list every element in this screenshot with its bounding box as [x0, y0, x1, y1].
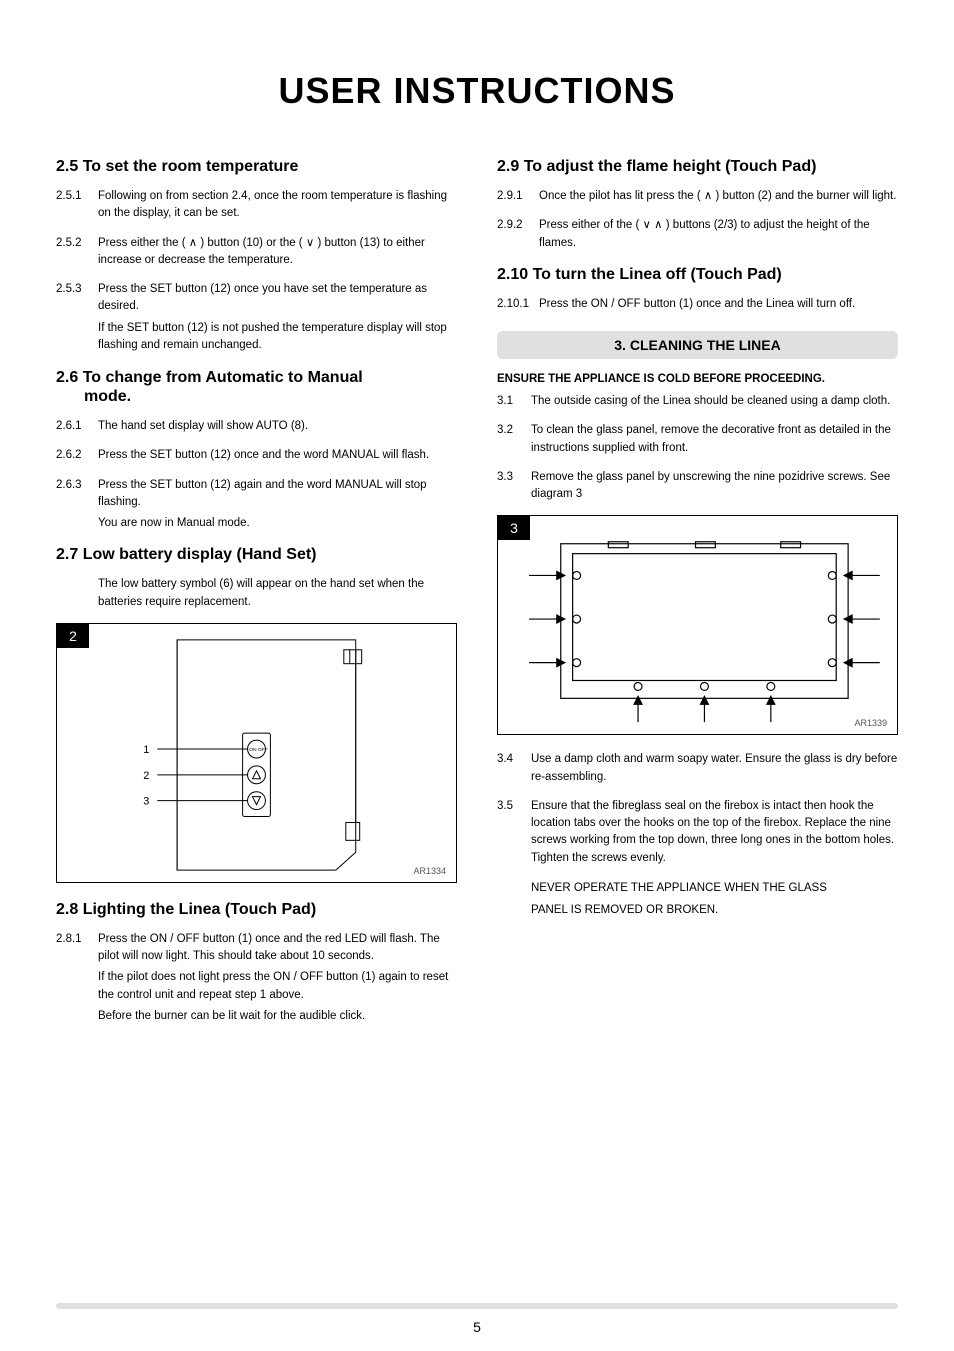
- item-3-3: 3.3 Remove the glass panel by unscrewing…: [497, 469, 898, 508]
- diagram-2-label-2: 2: [143, 770, 149, 782]
- item-body: Use a damp cloth and warm soapy water. E…: [531, 751, 898, 790]
- item-body: To clean the glass panel, remove the dec…: [531, 422, 898, 461]
- item-number: 2.5.1: [56, 188, 98, 227]
- item-body: The hand set display will show AUTO (8).: [98, 418, 457, 439]
- item-number: 2.6.3: [56, 477, 98, 537]
- item-3-4: 3.4 Use a damp cloth and warm soapy wate…: [497, 751, 898, 790]
- heading-2-8: 2.8 Lighting the Linea (Touch Pad): [56, 901, 457, 919]
- section-3-note: ENSURE THE APPLIANCE IS COLD BEFORE PROC…: [497, 373, 898, 385]
- svg-text:ON OFF: ON OFF: [249, 747, 268, 753]
- item-2-5-1: 2.5.1 Following on from section 2.4, onc…: [56, 188, 457, 227]
- footer-divider: [56, 1303, 898, 1309]
- item-number: 3.4: [497, 751, 531, 790]
- diagram-2-label-1: 1: [143, 744, 149, 756]
- item-body: Press either of the ( ∨ ∧ ) buttons (2/3…: [539, 217, 898, 256]
- item-number: 2.5.3: [56, 281, 98, 358]
- item-body: Press the SET button (12) again and the …: [98, 477, 457, 537]
- diagram-2-ar: AR1334: [413, 866, 446, 876]
- item-body: Press the SET button (12) once and the w…: [98, 447, 457, 468]
- list-3a: 3.1 The outside casing of the Linea shou…: [497, 393, 898, 507]
- page-number: 5: [0, 1319, 954, 1335]
- item-number: 3.3: [497, 469, 531, 508]
- heading-2-10: 2.10 To turn the Linea off (Touch Pad): [497, 266, 898, 284]
- item-2-6-1: 2.6.1 The hand set display will show AUT…: [56, 418, 457, 439]
- diagram-3-badge: 3: [498, 516, 530, 540]
- item-number: 2.9.2: [497, 217, 539, 256]
- item-body: Once the pilot has lit press the ( ∧ ) b…: [539, 188, 898, 209]
- diagram-2: 2: [56, 623, 457, 883]
- diagram-3-svg: [498, 516, 897, 734]
- item-number: 2.8.1: [56, 931, 98, 1029]
- section-3-banner: 3. CLEANING THE LINEA: [497, 331, 898, 359]
- warning-line-2: PANEL IS REMOVED OR BROKEN.: [531, 901, 898, 919]
- list-2-6: 2.6.1 The hand set display will show AUT…: [56, 418, 457, 536]
- diagram-2-label-3: 3: [143, 795, 149, 807]
- page-title: USER INSTRUCTIONS: [56, 70, 898, 112]
- item-body: Following on from section 2.4, once the …: [98, 188, 457, 227]
- list-3b: 3.4 Use a damp cloth and warm soapy wate…: [497, 751, 898, 871]
- heading-2-7: 2.7 Low battery display (Hand Set): [56, 546, 457, 564]
- item-2-8-1: 2.8.1 Press the ON / OFF button (1) once…: [56, 931, 457, 1029]
- list-2-10: 2.10.1 Press the ON / OFF button (1) onc…: [497, 296, 898, 317]
- item-2-6-2: 2.6.2 Press the SET button (12) once and…: [56, 447, 457, 468]
- item-3-5: 3.5 Ensure that the fibreglass seal on t…: [497, 798, 898, 871]
- item-number: 3.1: [497, 393, 531, 414]
- item-number: 2.6.1: [56, 418, 98, 439]
- heading-2-5: 2.5 To set the room temperature: [56, 158, 457, 176]
- item-2-5-3: 2.5.3 Press the SET button (12) once you…: [56, 281, 457, 358]
- content-columns: 2.5 To set the room temperature 2.5.1 Fo…: [56, 148, 898, 1037]
- item-number: 3.5: [497, 798, 531, 871]
- item-2-9-2: 2.9.2 Press either of the ( ∨ ∧ ) button…: [497, 217, 898, 256]
- item-body: Press the ON / OFF button (1) once and t…: [98, 931, 457, 1029]
- diagram-3-ar: AR1339: [854, 718, 887, 728]
- item-body: Remove the glass panel by unscrewing the…: [531, 469, 898, 508]
- right-column: 2.9 To adjust the flame height (Touch Pa…: [497, 148, 898, 1037]
- left-column: 2.5 To set the room temperature 2.5.1 Fo…: [56, 148, 457, 1037]
- item-3-1: 3.1 The outside casing of the Linea shou…: [497, 393, 898, 414]
- item-2-9-1: 2.9.1 Once the pilot has lit press the (…: [497, 188, 898, 209]
- list-2-5: 2.5.1 Following on from section 2.4, onc…: [56, 188, 457, 358]
- page: USER INSTRUCTIONS 2.5 To set the room te…: [0, 0, 954, 1351]
- diagram-2-svg: 1 2 3 ON OFF: [57, 624, 456, 882]
- item-body: The outside casing of the Linea should b…: [531, 393, 898, 414]
- item-body: Press either the ( ∧ ) button (10) or th…: [98, 235, 457, 274]
- item-body: Press the SET button (12) once you have …: [98, 281, 457, 358]
- warning-line-1: NEVER OPERATE THE APPLIANCE WHEN THE GLA…: [531, 879, 898, 897]
- item-2-6-3: 2.6.3 Press the SET button (12) again an…: [56, 477, 457, 537]
- heading-2-9: 2.9 To adjust the flame height (Touch Pa…: [497, 158, 898, 176]
- item-number: 2.5.2: [56, 235, 98, 274]
- heading-2-6-line1: 2.6 To change from Automatic to Manual: [56, 368, 457, 388]
- item-2-10-1: 2.10.1 Press the ON / OFF button (1) onc…: [497, 296, 898, 317]
- item-body: Press the ON / OFF button (1) once and t…: [539, 296, 898, 317]
- item-number: 3.2: [497, 422, 531, 461]
- item-number: 2.6.2: [56, 447, 98, 468]
- body-2-7: The low battery symbol (6) will appear o…: [98, 576, 457, 611]
- list-2-8: 2.8.1 Press the ON / OFF button (1) once…: [56, 931, 457, 1029]
- list-2-9: 2.9.1 Once the pilot has lit press the (…: [497, 188, 898, 256]
- heading-2-6-line2: mode.: [84, 388, 457, 406]
- item-number: 2.9.1: [497, 188, 539, 209]
- diagram-3: 3: [497, 515, 898, 735]
- diagram-2-badge: 2: [57, 624, 89, 648]
- item-3-2: 3.2 To clean the glass panel, remove the…: [497, 422, 898, 461]
- item-2-5-2: 2.5.2 Press either the ( ∧ ) button (10)…: [56, 235, 457, 274]
- item-number: 2.10.1: [497, 296, 539, 317]
- item-body: Ensure that the fibreglass seal on the f…: [531, 798, 898, 871]
